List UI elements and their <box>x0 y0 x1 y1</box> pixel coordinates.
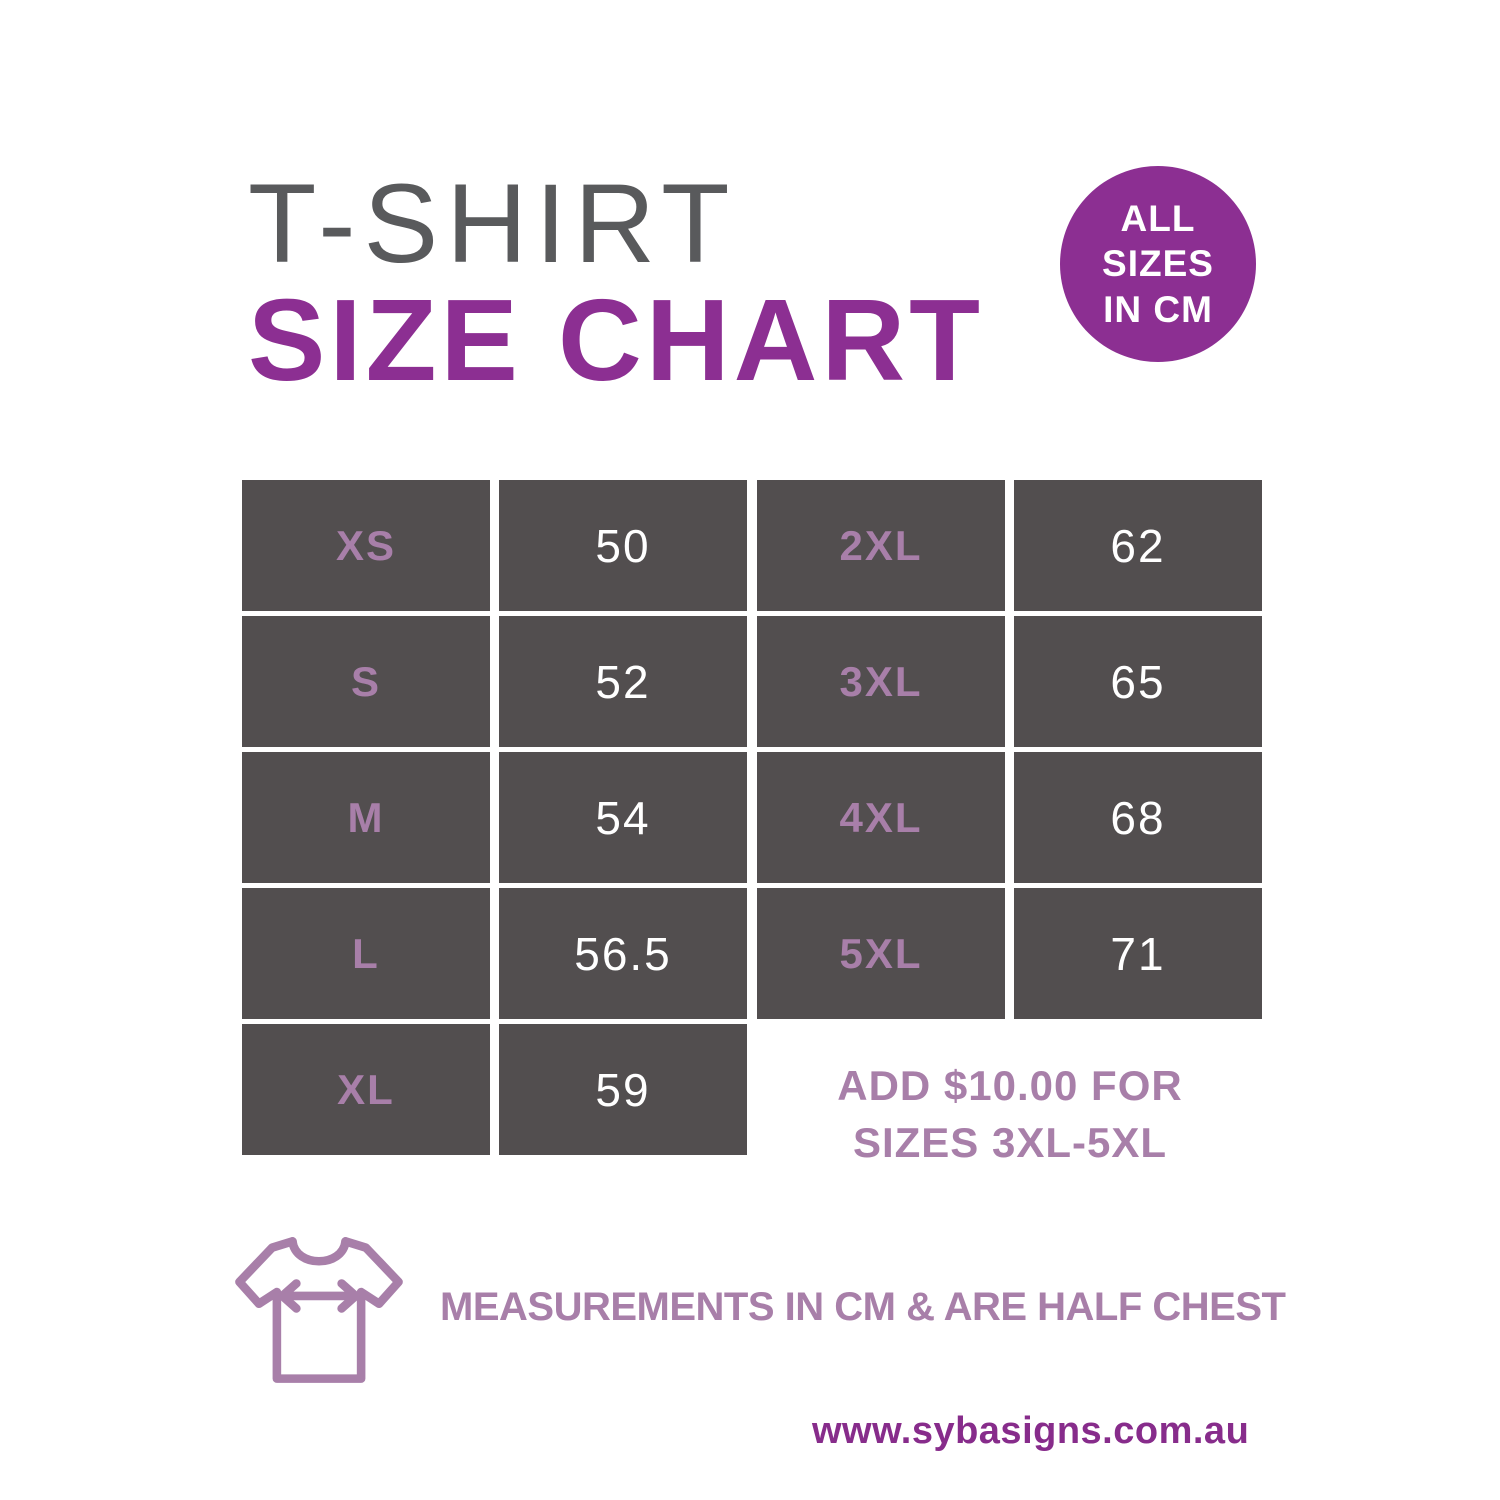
width-arrow-left-head <box>278 1279 301 1313</box>
surcharge-note-line1: ADD $10.00 FOR <box>837 1062 1183 1109</box>
page-title-secondary: SIZE CHART <box>248 275 984 405</box>
size-cell: XS <box>242 480 490 611</box>
value-cell: 50 <box>499 480 747 611</box>
badge-line: IN CM <box>1103 288 1213 330</box>
tshirt-outline <box>235 1237 403 1383</box>
value-cell: 54 <box>499 752 747 883</box>
value-cell: 56.5 <box>499 888 747 1019</box>
tshirt-collar <box>288 1237 350 1266</box>
tshirt-measure-icon <box>235 1237 403 1383</box>
badge-line: ALL <box>1120 198 1196 240</box>
measurement-note: MEASUREMENTS IN CM & ARE HALF CHEST <box>440 1285 1286 1329</box>
value-cell: 68 <box>1014 752 1262 883</box>
size-cell: 5XL <box>757 888 1005 1019</box>
size-cell: 2XL <box>757 480 1005 611</box>
size-table-right: 2XL 62 3XL 65 4XL 68 5XL 71 <box>757 480 1262 1019</box>
size-cell: 3XL <box>757 616 1005 747</box>
value-cell: 52 <box>499 616 747 747</box>
size-cell: 4XL <box>757 752 1005 883</box>
size-table-left: XS 50 S 52 M 54 L 56.5 XL 59 <box>242 480 747 1155</box>
page-title-primary: T-SHIRT <box>248 161 738 286</box>
size-cell: L <box>242 888 490 1019</box>
value-cell: 59 <box>499 1024 747 1155</box>
all-sizes-badge: ALL SIZES IN CM <box>1060 166 1256 362</box>
size-cell: XL <box>242 1024 490 1155</box>
surcharge-note-line2: SIZES 3XL-5XL <box>852 1118 1168 1166</box>
badge-line: SIZES <box>1102 243 1214 285</box>
value-cell: 65 <box>1014 616 1262 747</box>
website-url: www.sybasigns.com.au <box>812 1410 1250 1452</box>
size-cell: M <box>242 752 490 883</box>
value-cell: 62 <box>1014 480 1262 611</box>
surcharge-note: ADD $10.00 FOR SIZES 3XL-5XL <box>755 1058 1265 1171</box>
width-arrow-right-head <box>337 1279 360 1313</box>
value-cell: 71 <box>1014 888 1262 1019</box>
size-cell: S <box>242 616 490 747</box>
